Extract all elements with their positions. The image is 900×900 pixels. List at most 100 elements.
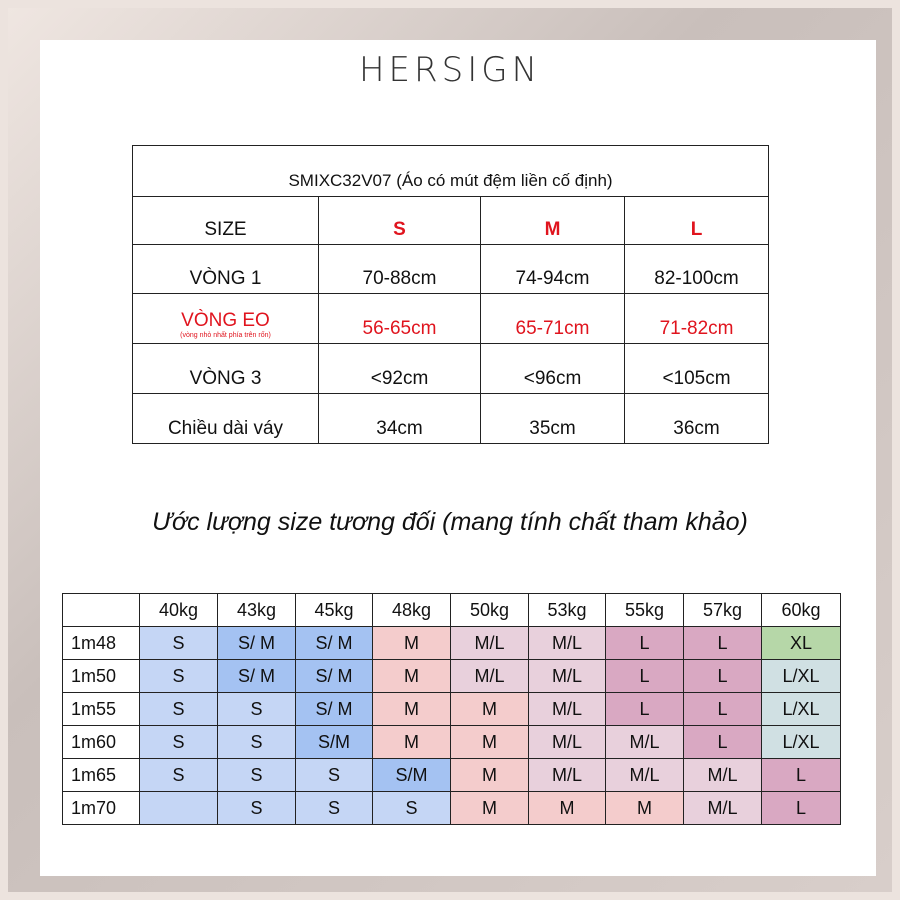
size-cell: M/L bbox=[528, 725, 606, 759]
size-cell: M bbox=[450, 758, 529, 792]
size-cell: M/L bbox=[528, 626, 606, 660]
table-row: 1m48 S S/ M S/ M M M/L M/L L L XL bbox=[62, 626, 841, 660]
hip-l: <105cm bbox=[623, 343, 770, 394]
weight-header: 45kg bbox=[295, 593, 373, 627]
weight-header: 53kg bbox=[528, 593, 606, 627]
size-cell: S bbox=[295, 758, 373, 792]
row-label-hip: VÒNG 3 bbox=[132, 343, 319, 394]
table-row: 1m70 S S S M M M M/L L bbox=[62, 791, 841, 825]
size-cell: M/L bbox=[683, 758, 762, 792]
height-header: 1m55 bbox=[62, 692, 140, 726]
size-cell: S/ M bbox=[217, 659, 296, 693]
size-cell: L bbox=[683, 692, 762, 726]
table-row: 1m60 S S S/M M M M/L M/L L L/XL bbox=[62, 725, 841, 759]
weight-header-row: 40kg 43kg 45kg 48kg 50kg 53kg 55kg 57kg … bbox=[62, 593, 841, 627]
size-cell: L bbox=[683, 659, 762, 693]
size-cell: XL bbox=[761, 626, 841, 660]
size-cell: M/L bbox=[528, 659, 606, 693]
weight-header: 60kg bbox=[761, 593, 841, 627]
bust-m: 74-94cm bbox=[480, 244, 625, 294]
length-s: 34cm bbox=[318, 393, 481, 444]
size-header-label: SIZE bbox=[132, 196, 319, 245]
table-row: 1m65 S S S S/M M M/L M/L M/L L bbox=[62, 758, 841, 792]
size-cell: S/M bbox=[295, 725, 373, 759]
table-row: 1m55 S S S/ M M M M/L L L L/XL bbox=[62, 692, 841, 726]
weight-header: 48kg bbox=[372, 593, 451, 627]
height-header: 1m50 bbox=[62, 659, 140, 693]
size-cell bbox=[139, 791, 218, 825]
size-cell: L/XL bbox=[761, 725, 841, 759]
size-cell: S bbox=[217, 725, 296, 759]
size-cell: L bbox=[605, 626, 684, 660]
size-cell: L/XL bbox=[761, 659, 841, 693]
estimate-title: Ước lượng size tương đối (mang tính chất… bbox=[152, 508, 748, 536]
hip-s: <92cm bbox=[318, 343, 481, 394]
brand-logo: HERSIGN bbox=[358, 50, 542, 90]
waist-note: (vòng nhỏ nhất phía trên rốn) bbox=[180, 332, 271, 339]
length-m: 35cm bbox=[480, 393, 625, 444]
size-cell: M/L bbox=[450, 659, 529, 693]
size-cell: M bbox=[605, 791, 684, 825]
size-cell: M bbox=[450, 725, 529, 759]
size-cell: S/ M bbox=[295, 626, 373, 660]
size-cell: M/L bbox=[528, 758, 606, 792]
product-title: SMIXC32V07 (Áo có mút đệm liền cố định) bbox=[131, 145, 770, 197]
size-cell: L bbox=[605, 659, 684, 693]
size-cell: S bbox=[372, 791, 451, 825]
waist-s: 56-65cm bbox=[318, 293, 481, 344]
estimate-table: 40kg 43kg 45kg 48kg 50kg 53kg 55kg 57kg … bbox=[62, 593, 841, 825]
size-table: SMIXC32V07 (Áo có mút đệm liền cố định) … bbox=[131, 145, 770, 444]
size-cell: M bbox=[372, 725, 451, 759]
height-header: 1m70 bbox=[62, 791, 140, 825]
size-header-s: S bbox=[318, 196, 481, 245]
size-cell: S bbox=[139, 626, 218, 660]
bust-s: 70-88cm bbox=[318, 244, 481, 294]
waist-l: 71-82cm bbox=[623, 293, 770, 344]
waist-m: 65-71cm bbox=[480, 293, 625, 344]
size-cell: S bbox=[295, 791, 373, 825]
corner-cell bbox=[62, 593, 140, 627]
weight-header: 40kg bbox=[139, 593, 218, 627]
weight-header: 55kg bbox=[605, 593, 684, 627]
row-label-length: Chiều dài váy bbox=[132, 393, 319, 444]
size-cell: L bbox=[761, 758, 841, 792]
size-cell: S bbox=[139, 692, 218, 726]
size-cell: M/L bbox=[528, 692, 606, 726]
size-cell: S bbox=[217, 758, 296, 792]
size-cell: L/XL bbox=[761, 692, 841, 726]
bust-l: 82-100cm bbox=[623, 244, 770, 294]
size-cell: L bbox=[683, 626, 762, 660]
size-cell: M bbox=[528, 791, 606, 825]
weight-header: 43kg bbox=[217, 593, 296, 627]
size-cell: L bbox=[605, 692, 684, 726]
size-cell: S bbox=[139, 758, 218, 792]
size-cell: S bbox=[139, 659, 218, 693]
size-cell: M bbox=[372, 659, 451, 693]
row-label-waist: VÒNG EO (vòng nhỏ nhất phía trên rốn) bbox=[132, 293, 319, 344]
size-cell: L bbox=[761, 791, 841, 825]
waist-label: VÒNG EO bbox=[181, 310, 270, 331]
size-cell: M/L bbox=[605, 758, 684, 792]
size-cell: M bbox=[450, 692, 529, 726]
size-cell: S/ M bbox=[295, 692, 373, 726]
size-cell: S/ M bbox=[217, 626, 296, 660]
height-header: 1m65 bbox=[62, 758, 140, 792]
size-cell: S bbox=[217, 791, 296, 825]
length-l: 36cm bbox=[623, 393, 770, 444]
size-cell: M/L bbox=[605, 725, 684, 759]
size-cell: S bbox=[139, 725, 218, 759]
height-header: 1m48 bbox=[62, 626, 140, 660]
size-cell: M/L bbox=[683, 791, 762, 825]
size-cell: M bbox=[450, 791, 529, 825]
weight-header: 50kg bbox=[450, 593, 529, 627]
weight-header: 57kg bbox=[683, 593, 762, 627]
size-header-l: L bbox=[623, 196, 770, 245]
size-cell: M/L bbox=[450, 626, 529, 660]
table-row: 1m50 S S/ M S/ M M M/L M/L L L L/XL bbox=[62, 659, 841, 693]
row-label-bust: VÒNG 1 bbox=[132, 244, 319, 294]
size-cell: S bbox=[217, 692, 296, 726]
size-cell: M bbox=[372, 692, 451, 726]
size-cell: S/M bbox=[372, 758, 451, 792]
size-cell: S/ M bbox=[295, 659, 373, 693]
hip-m: <96cm bbox=[480, 343, 625, 394]
